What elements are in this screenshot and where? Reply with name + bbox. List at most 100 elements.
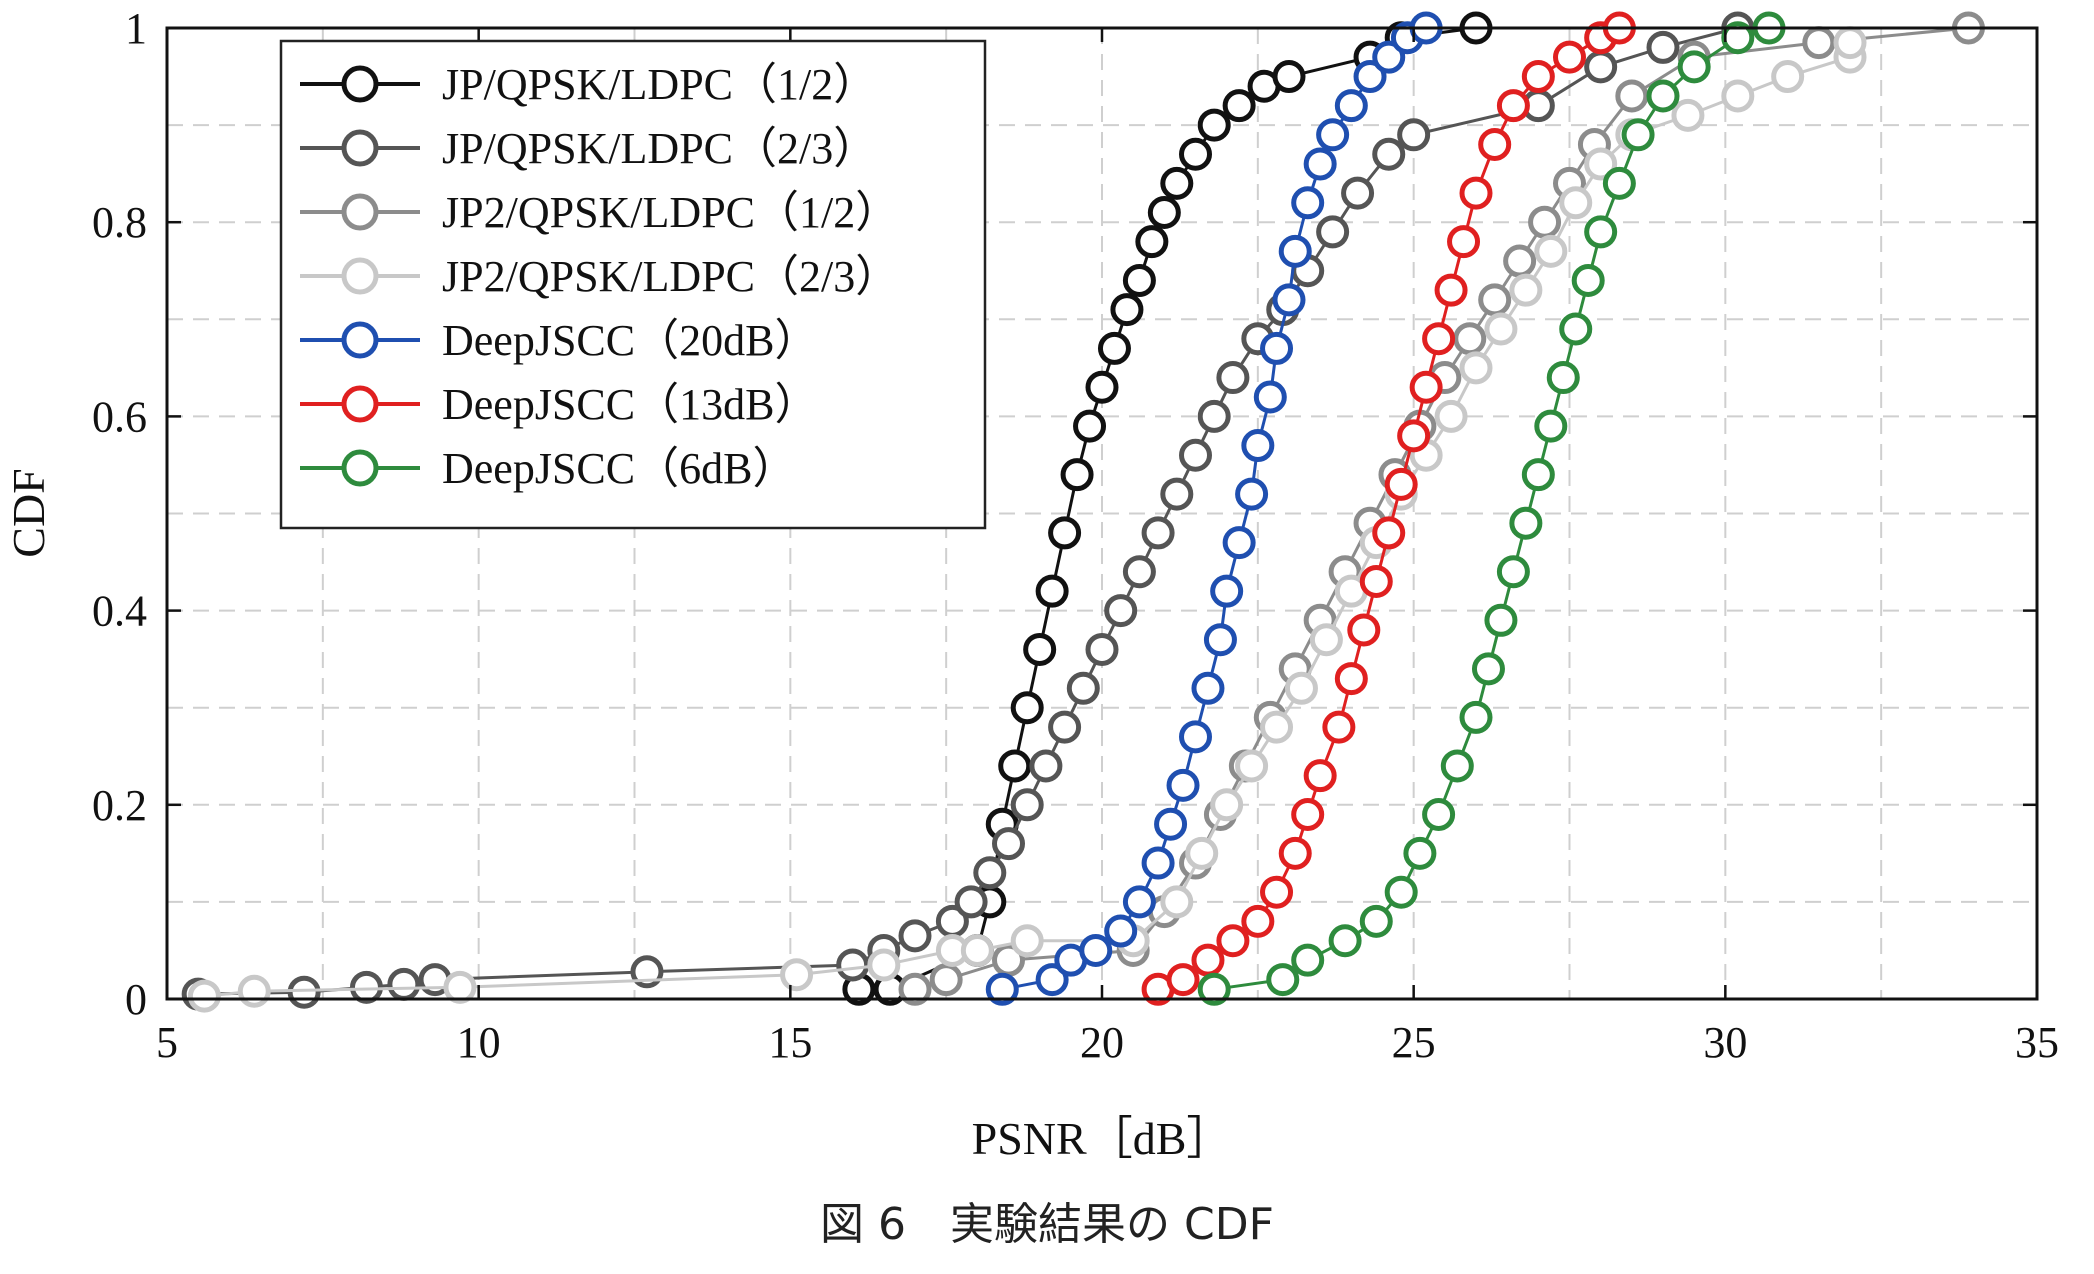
- data-point: [1559, 312, 1593, 346]
- data-point: [1235, 749, 1269, 783]
- data-point: [1671, 98, 1705, 132]
- data-point: [1272, 60, 1306, 94]
- data-point: [1122, 263, 1156, 297]
- data-point: [387, 967, 421, 1001]
- data-point: [1322, 710, 1356, 744]
- data-point: [1478, 283, 1512, 317]
- y-tick-label: 0: [125, 975, 147, 1024]
- data-point: [349, 970, 383, 1004]
- data-point: [1278, 234, 1312, 268]
- series-layer: [181, 11, 1985, 1013]
- data-point: [1253, 380, 1287, 414]
- data-point: [1503, 244, 1537, 278]
- data-point: [1334, 662, 1368, 696]
- data-point: [1584, 50, 1618, 84]
- legend-item: JP2/QPSK/LDPC（2/3）: [300, 252, 899, 301]
- series-line: [1002, 26, 1427, 991]
- data-point: [1646, 30, 1680, 64]
- data-point: [1260, 710, 1294, 744]
- data-point: [1484, 312, 1518, 346]
- data-point: [1509, 506, 1543, 540]
- legend-label: DeepJSCC（6dB）: [442, 444, 796, 493]
- data-point: [1316, 118, 1350, 152]
- data-point: [1496, 89, 1530, 123]
- data-point: [1384, 875, 1418, 909]
- data-point: [1023, 632, 1057, 666]
- data-point: [1197, 108, 1231, 142]
- data-point: [187, 979, 221, 1013]
- data-point: [1316, 215, 1350, 249]
- data-point: [1509, 273, 1543, 307]
- data-point: [1104, 914, 1138, 948]
- data-point: [1372, 137, 1406, 171]
- data-point: [1048, 516, 1082, 550]
- data-point: [1216, 361, 1250, 395]
- legend-marker: [341, 449, 379, 487]
- data-point: [1241, 429, 1275, 463]
- y-tick-label: 0.4: [92, 587, 147, 636]
- figure-caption: 図 6 実験結果の CDF: [820, 1199, 1274, 1250]
- legend-item: JP/QPSK/LDPC（2/3）: [300, 124, 877, 173]
- data-point: [1010, 788, 1044, 822]
- data-point: [1528, 205, 1562, 239]
- data-point: [1534, 234, 1568, 268]
- data-point: [1496, 555, 1530, 589]
- data-point: [1409, 370, 1443, 404]
- data-point: [1203, 623, 1237, 657]
- legend-marker: [341, 257, 379, 295]
- legend: JP/QPSK/LDPC（1/2） JP/QPSK/LDPC（2/3） JP2/QP…: [279, 39, 987, 530]
- data-point: [1260, 875, 1294, 909]
- y-tick-label: 0.6: [92, 392, 147, 441]
- data-point: [1035, 574, 1069, 608]
- legend-marker: [341, 385, 379, 423]
- data-point: [1029, 749, 1063, 783]
- data-point: [929, 963, 963, 997]
- data-point: [1309, 623, 1343, 657]
- data-point: [1422, 798, 1456, 832]
- data-point: [1197, 399, 1231, 433]
- data-point: [1521, 60, 1555, 94]
- data-point: [1104, 594, 1138, 628]
- x-tick-label: 10: [457, 1018, 501, 1067]
- data-point: [1291, 943, 1325, 977]
- data-point: [1534, 409, 1568, 443]
- data-point: [1553, 40, 1586, 74]
- data-point: [1222, 89, 1256, 123]
- data-point: [1197, 972, 1231, 1006]
- data-point: [1035, 963, 1069, 997]
- data-point: [1559, 186, 1593, 220]
- data-point: [1646, 79, 1680, 113]
- data-point: [1422, 322, 1456, 356]
- data-point: [780, 958, 814, 992]
- legend-item: JP/QPSK/LDPC（1/2）: [300, 60, 877, 109]
- data-point: [1584, 215, 1618, 249]
- data-point: [1291, 798, 1325, 832]
- data-point: [1434, 273, 1468, 307]
- data-point: [1048, 710, 1082, 744]
- data-point: [1459, 700, 1493, 734]
- data-point: [1397, 419, 1431, 453]
- legend-marker: [341, 129, 379, 167]
- data-point: [1110, 293, 1144, 327]
- legend-item: JP2/QPSK/LDPC（1/2）: [300, 188, 899, 237]
- data-point: [1191, 671, 1225, 705]
- data-point: [1260, 331, 1294, 365]
- legend-item: DeepJSCC（13dB）: [300, 380, 818, 429]
- y-axis-label: CDF: [3, 468, 54, 557]
- data-point: [1141, 516, 1175, 550]
- data-point: [1122, 885, 1156, 919]
- legend-label: DeepJSCC（13dB）: [442, 380, 818, 429]
- data-point: [1303, 759, 1337, 793]
- data-point: [1210, 788, 1244, 822]
- x-tick-label: 30: [1703, 1018, 1747, 1067]
- data-point: [1085, 632, 1119, 666]
- data-point: [287, 975, 321, 1009]
- legend-label: JP2/QPSK/LDPC（1/2）: [442, 188, 899, 237]
- data-point: [1453, 322, 1487, 356]
- data-point: [1060, 458, 1094, 492]
- data-point: [1459, 351, 1493, 385]
- data-point: [1272, 283, 1306, 317]
- y-tick-label: 0.2: [92, 781, 147, 830]
- legend-marker: [341, 193, 379, 231]
- data-point: [1459, 176, 1493, 210]
